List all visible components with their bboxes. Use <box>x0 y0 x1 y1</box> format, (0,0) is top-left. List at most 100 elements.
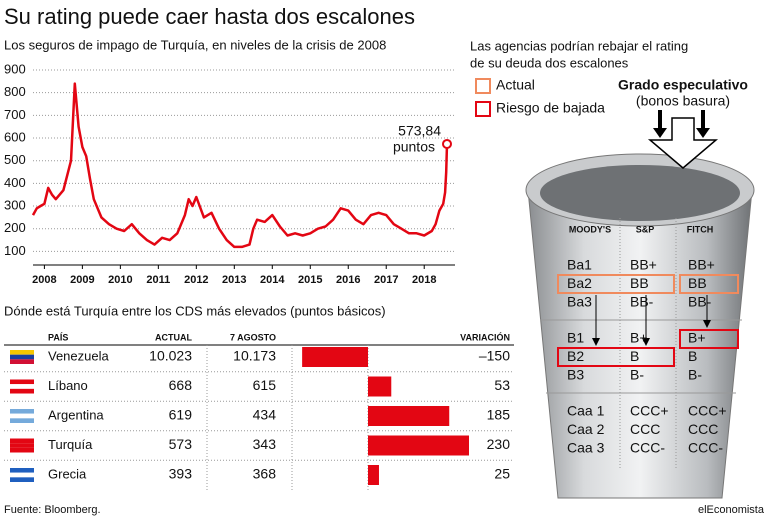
flag <box>10 438 34 444</box>
rating: Ba3 <box>567 294 592 310</box>
rating: Ba1 <box>567 257 592 273</box>
agency: FITCH <box>687 224 714 234</box>
end-unit: puntos <box>393 139 435 155</box>
country: Venezuela <box>48 348 109 363</box>
rating: BB+ <box>630 257 657 273</box>
flag <box>10 354 34 360</box>
legend-label: Riesgo de bajada <box>496 100 605 116</box>
cds-line <box>31 82 449 249</box>
rating: Caa 1 <box>567 403 605 419</box>
rating: BB <box>688 275 707 291</box>
bar <box>368 435 469 456</box>
bar <box>368 376 392 397</box>
rating: B- <box>630 367 644 383</box>
x-tick-label: 2009 <box>70 274 94 286</box>
agency: MOODY'S <box>569 224 611 234</box>
column-header: VARIACIÓN <box>460 331 510 342</box>
flag <box>10 472 34 478</box>
y-tick-label: 800 <box>4 84 26 99</box>
august: 615 <box>253 377 277 393</box>
rating: B+ <box>630 330 648 346</box>
agency: S&P <box>636 224 655 234</box>
actual: 668 <box>169 377 193 393</box>
flag <box>10 447 34 453</box>
x-tick-label: 2008 <box>32 274 56 286</box>
rating: CCC <box>688 421 718 437</box>
bar <box>368 406 450 426</box>
flag <box>10 413 34 419</box>
x-tick-label: 2010 <box>108 274 132 286</box>
title: Su rating puede caer hasta dos escalones <box>4 4 415 29</box>
x-tick-label: 2015 <box>298 274 322 286</box>
flag <box>10 409 34 414</box>
rating: CCC <box>630 421 660 437</box>
value-label: 53 <box>494 377 510 393</box>
column-header: PAÍS <box>48 332 68 342</box>
y-tick-label: 300 <box>4 197 26 212</box>
grade-title: Grado especulativo <box>618 77 748 93</box>
rating: B- <box>688 367 702 383</box>
august: 10.173 <box>233 348 276 364</box>
country: Argentina <box>48 407 104 422</box>
legend-label: Actual <box>496 77 535 93</box>
legend-swatch <box>475 101 491 117</box>
flag <box>10 359 34 364</box>
rating: B1 <box>567 330 584 346</box>
grade-sub: (bonos basura) <box>636 93 730 109</box>
source: Fuente: Bloomberg. <box>4 504 101 516</box>
arrows <box>592 110 719 346</box>
actual: 573 <box>169 436 193 452</box>
rating: CCC- <box>630 440 665 456</box>
flag <box>10 379 34 385</box>
y-tick-label: 500 <box>4 152 26 167</box>
value-label: 230 <box>487 436 511 452</box>
value-label: –150 <box>479 348 510 364</box>
flag <box>10 388 34 394</box>
value-label: 185 <box>487 407 511 423</box>
flag <box>10 477 34 482</box>
actual: 10.023 <box>149 348 192 364</box>
y-tick-label: 700 <box>4 107 26 122</box>
line-subtitle: Los seguros de impago de Turquía, en niv… <box>4 37 386 52</box>
x-tick-label: 2013 <box>222 274 246 286</box>
column-header: 7 AGOSTO <box>230 332 276 342</box>
flag <box>10 443 34 448</box>
x-tick-label: 2018 <box>412 274 436 286</box>
y-tick-label: 200 <box>4 220 26 235</box>
rating: BB+ <box>688 257 715 273</box>
y-tick-label: 900 <box>4 61 26 76</box>
rating: B <box>630 348 639 364</box>
rating: B+ <box>688 330 706 346</box>
rating: BB <box>630 275 649 291</box>
legend-swatch <box>475 78 491 94</box>
rating: BB- <box>688 294 712 310</box>
value-label: 25 <box>494 466 510 482</box>
x-tick-label: 2017 <box>374 274 398 286</box>
rating: BB- <box>630 294 654 310</box>
table-subtitle: Dónde está Turquía entre los CDS más ele… <box>4 303 386 318</box>
x-tick-label: 2014 <box>260 274 285 286</box>
x-tick-label: 2012 <box>184 274 208 286</box>
x-tick-label: 2011 <box>146 274 170 286</box>
y-tick-label: 400 <box>4 175 26 190</box>
august: 343 <box>253 436 277 452</box>
flag <box>10 468 34 473</box>
flag <box>10 384 34 389</box>
rating: CCC+ <box>630 403 669 419</box>
highlight-boxes <box>557 274 739 367</box>
rating: CCC- <box>688 440 723 456</box>
rating: B <box>688 348 697 364</box>
country: Turquía <box>48 437 93 452</box>
rating: Caa 3 <box>567 440 605 456</box>
y-tick-label: 600 <box>4 129 26 144</box>
rating: Ba2 <box>567 275 592 291</box>
rating: B3 <box>567 367 584 383</box>
end-label: 573,84 <box>398 123 441 139</box>
y-tick-label: 100 <box>4 243 26 258</box>
actual: 393 <box>169 466 193 482</box>
column-header: ACTUAL <box>155 332 192 342</box>
bar <box>368 465 379 485</box>
bar <box>302 347 368 367</box>
actual: 619 <box>169 407 193 423</box>
